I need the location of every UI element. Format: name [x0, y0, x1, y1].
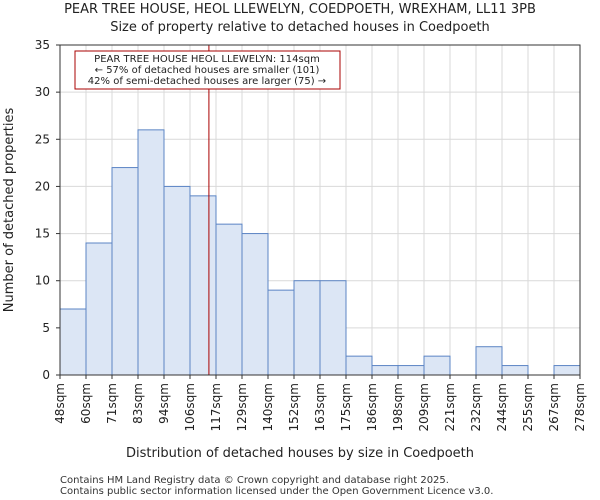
- annotation-box: PEAR TREE HOUSE HEOL LLEWELYN: 114sqm ← …: [74, 50, 341, 90]
- x-tick-label: 267sqm: [547, 383, 561, 431]
- footer-line-2: Contains public sector information licen…: [60, 486, 493, 497]
- x-tick-label: 198sqm: [391, 383, 405, 431]
- histogram-bar: [371, 365, 399, 376]
- histogram-bar: [59, 308, 87, 376]
- x-tick-label: 209sqm: [417, 383, 431, 431]
- y-tick-label: 35: [35, 38, 50, 52]
- histogram-bar: [501, 365, 529, 376]
- x-tick-label: 278sqm: [573, 383, 587, 431]
- chart-subtitle: Size of property relative to detached ho…: [110, 20, 490, 35]
- annotation-border: [74, 50, 341, 90]
- x-tick-label: 117sqm: [209, 383, 223, 431]
- histogram-bar: [267, 289, 295, 376]
- y-tick-label: 5: [42, 321, 50, 335]
- x-tick-label: 83sqm: [131, 383, 145, 424]
- histogram-bar: [189, 195, 217, 376]
- x-axis-ticks: 48sqm 60sqm 71sqm 83sqm 94sqm 106sqm 117sqm 129…: [53, 375, 587, 431]
- x-tick-label: 152sqm: [287, 383, 301, 431]
- annotation-line-3: 42% of semi-detached houses are larger (…: [88, 76, 326, 87]
- x-tick-label: 106sqm: [183, 383, 197, 431]
- y-tick-label: 10: [35, 274, 50, 288]
- y-tick-label: 30: [35, 85, 50, 99]
- x-tick-label: 186sqm: [365, 383, 379, 431]
- y-tick-label: 20: [35, 179, 50, 193]
- footer-line-1: Contains HM Land Registry data © Crown c…: [60, 475, 449, 486]
- histogram-bar: [293, 280, 321, 376]
- y-axis-label: Number of detached properties: [2, 108, 17, 313]
- x-tick-label: 129sqm: [235, 383, 249, 431]
- y-tick-label: 15: [35, 227, 50, 241]
- histogram-bar: [475, 346, 503, 376]
- histogram-bar: [137, 129, 165, 376]
- histogram-bar: [553, 365, 581, 376]
- x-tick-label: 175sqm: [339, 383, 353, 431]
- x-tick-label: 71sqm: [105, 383, 119, 424]
- y-axis-ticks: 0 5 10 15 20 25 30 35: [35, 38, 60, 382]
- x-tick-label: 48sqm: [53, 383, 67, 424]
- x-axis-label: Distribution of detached houses by size …: [126, 446, 474, 461]
- histogram-bar: [111, 167, 139, 376]
- chart-title: PEAR TREE HOUSE, HEOL LLEWELYN, COEDPOET…: [64, 2, 536, 17]
- histogram-bar: [423, 355, 451, 376]
- x-tick-label: 232sqm: [469, 383, 483, 431]
- x-tick-label: 221sqm: [443, 383, 457, 431]
- histogram-bar: [241, 233, 269, 376]
- histogram-bar: [163, 185, 191, 376]
- x-tick-label: 163sqm: [313, 383, 327, 431]
- annotation-line-1: PEAR TREE HOUSE HEOL LLEWELYN: 114sqm: [94, 54, 320, 65]
- histogram-bar: [397, 365, 425, 376]
- histogram-bar: [215, 223, 243, 376]
- y-tick-label: 0: [42, 368, 50, 382]
- y-tick-label: 25: [35, 132, 50, 146]
- histogram-bar: [319, 280, 347, 376]
- histogram-bar: [85, 242, 113, 376]
- x-tick-label: 244sqm: [495, 383, 509, 431]
- bars: [59, 129, 581, 376]
- histogram-bar: [345, 355, 373, 376]
- x-tick-label: 94sqm: [157, 383, 171, 424]
- x-tick-label: 140sqm: [261, 383, 275, 431]
- x-tick-label: 255sqm: [521, 383, 535, 431]
- annotation-line-2: ← 57% of detached houses are smaller (10…: [95, 65, 320, 76]
- x-tick-label: 60sqm: [79, 383, 93, 424]
